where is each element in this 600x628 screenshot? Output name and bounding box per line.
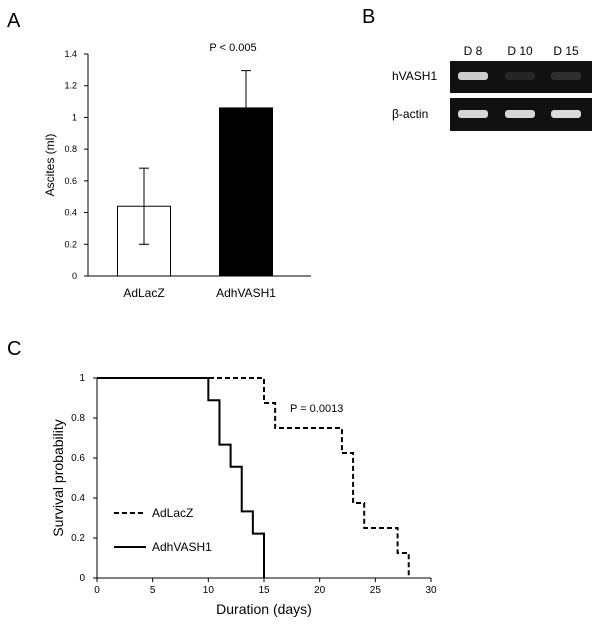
panel-letter-a: A <box>7 10 21 32</box>
legend-label: AdLacZ <box>152 506 193 520</box>
survival-x-tick-label: 15 <box>258 585 270 596</box>
survival-y-tick-label: 1 <box>79 373 85 384</box>
bar-chart-y-tick-label: 0 <box>72 271 77 281</box>
gel-row-label: hVASH1 <box>392 69 437 83</box>
gel-row-label: β-actin <box>392 107 428 121</box>
survival-y-tick-label: 0.8 <box>71 413 85 424</box>
gel-band <box>458 72 488 80</box>
survival-line-adhvash1 <box>97 377 265 578</box>
bar-chart-y-label: Ascites (ml) <box>43 134 57 197</box>
survival-chart: 0 5 10 15 20 25 30 0 0.2 0.4 0.6 0.8 1 P = 0.0013 Du… <box>50 373 437 617</box>
bar-chart-y-tick-label: 1.2 <box>64 81 77 91</box>
gel-band <box>551 110 581 118</box>
survival-x-tick-label: 10 <box>203 585 215 596</box>
bar-chart-y-tick-label: 0.2 <box>64 239 77 249</box>
gel-band <box>458 110 488 118</box>
gel-lane-label: D 15 <box>553 44 579 58</box>
gel-band <box>551 72 581 80</box>
bar-chart-y-tick-label: 0.6 <box>64 176 77 186</box>
ascites-bar-chart: 0 0.2 0.4 0.6 0.8 1 1.2 1.4 AdLacZ AdhVASH1 Asci… <box>43 42 311 300</box>
survival-x-tick-label: 25 <box>370 585 382 596</box>
panel-letter-b: B <box>362 6 375 28</box>
survival-p-value: P = 0.0013 <box>290 403 343 415</box>
gel-lane-label: D 8 <box>464 44 483 58</box>
survival-y-tick-label: 0.2 <box>71 533 85 544</box>
bar-chart-y-tick-label: 0.4 <box>64 208 77 218</box>
survival-y-tick-label: 0.6 <box>71 453 85 464</box>
survival-x-tick-label: 20 <box>314 585 326 596</box>
survival-line-adlacz <box>97 377 410 578</box>
bar-category-label: AdhVASH1 <box>216 286 276 300</box>
bar-chart-p-value: P < 0.005 <box>209 42 256 54</box>
rt-pcr-gel: D 8 D 10 D 15 hVASH1 β-actin <box>392 44 592 131</box>
bar-chart-y-tick-label: 0.8 <box>64 144 77 154</box>
legend-label: AdhVASH1 <box>152 540 212 554</box>
survival-y-label: Survival probability <box>50 419 66 537</box>
bar-chart-y-tick-label: 1 <box>72 112 77 122</box>
survival-x-tick-label: 0 <box>94 585 100 596</box>
survival-x-tick-label: 5 <box>150 585 156 596</box>
panel-letter-c: C <box>7 338 21 360</box>
survival-x-tick-label: 30 <box>425 585 437 596</box>
gel-band <box>505 110 535 118</box>
gel-lane-label: D 10 <box>507 44 533 58</box>
survival-x-label: Duration (days) <box>216 601 312 617</box>
bar-chart-y-tick-label: 1.4 <box>64 49 77 59</box>
survival-y-tick-label: 0 <box>79 573 85 584</box>
gel-band <box>505 72 535 80</box>
survival-y-tick-label: 0.4 <box>71 493 85 504</box>
bar-category-label: AdLacZ <box>123 286 164 300</box>
